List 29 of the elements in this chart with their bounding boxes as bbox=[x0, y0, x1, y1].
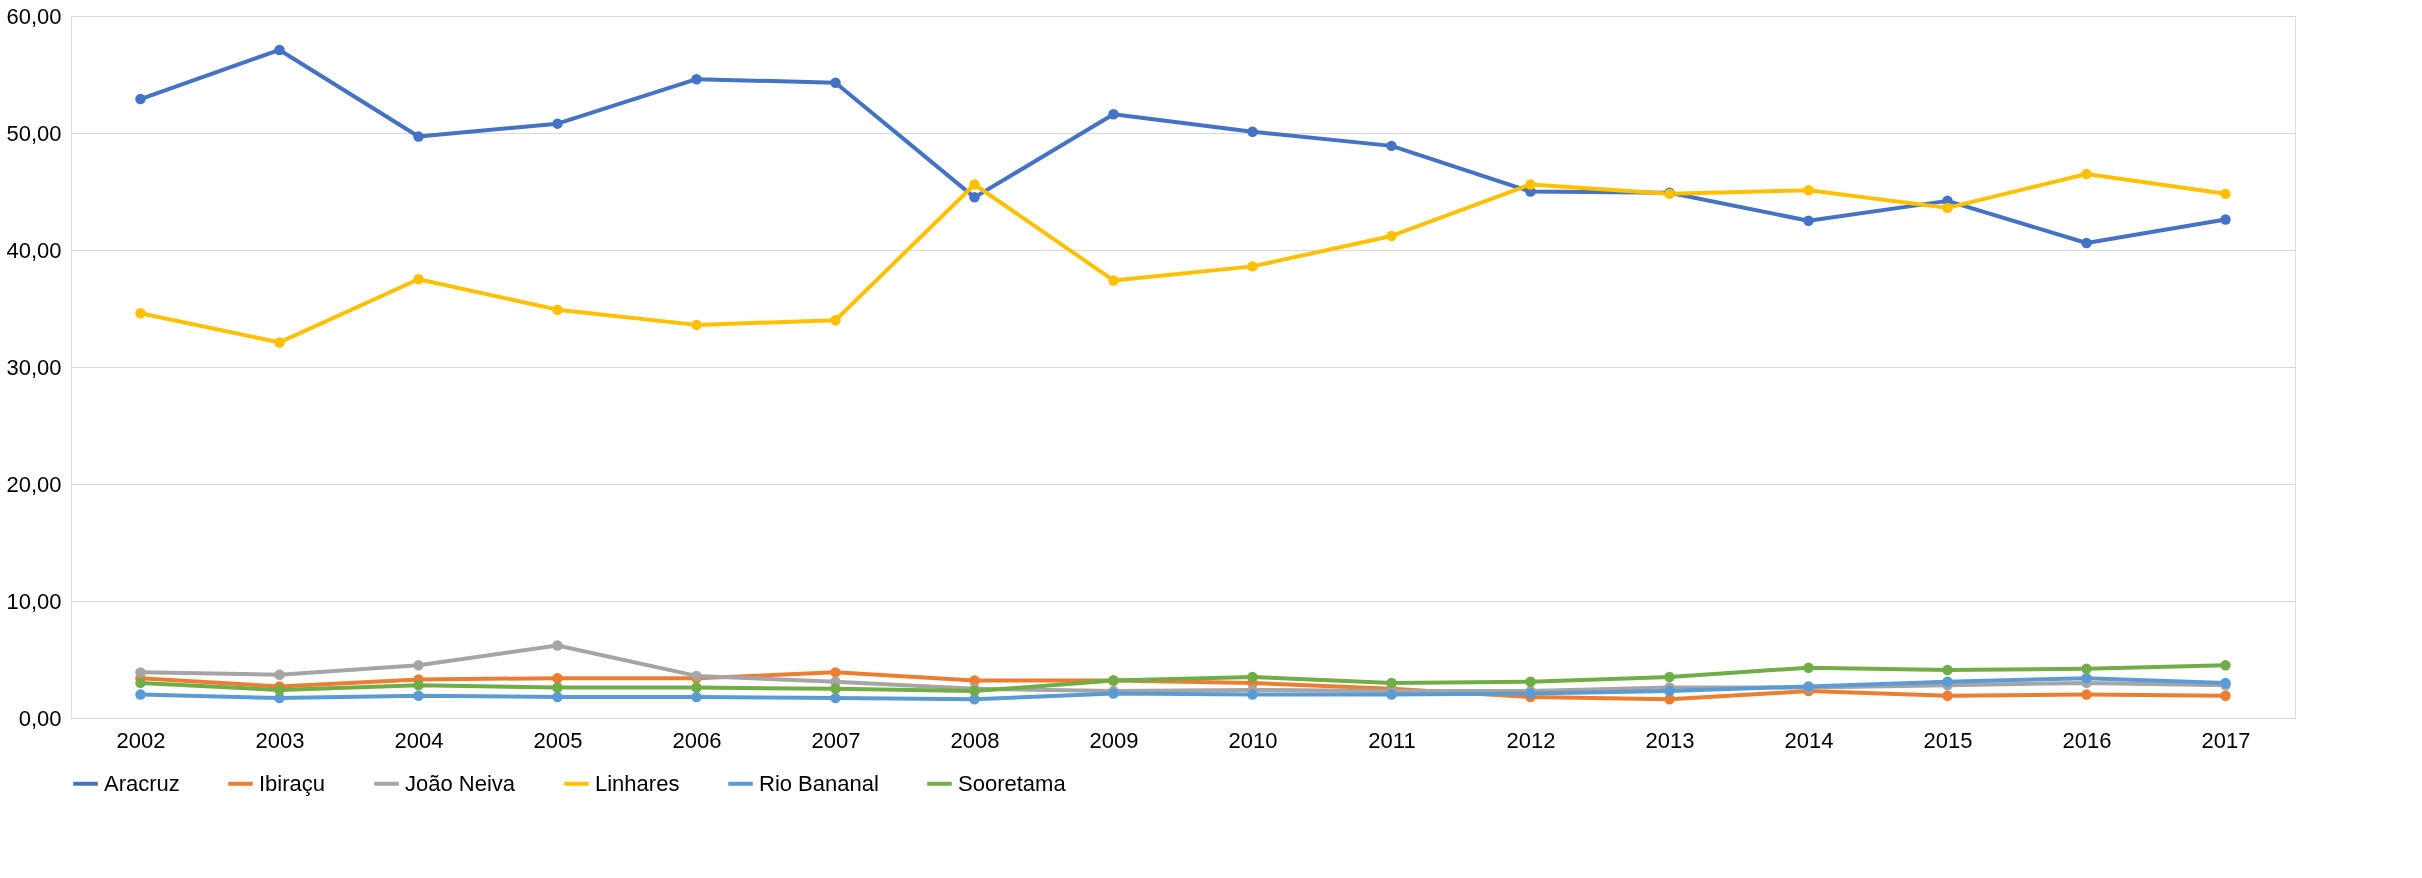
x-tick-label: 2005 bbox=[533, 727, 583, 753]
x-tick-label: 2016 bbox=[2062, 727, 2112, 753]
x-tick-label: 2017 bbox=[2201, 727, 2251, 753]
x-tick-label: 2002 bbox=[116, 727, 166, 753]
x-tick-label: 2012 bbox=[1506, 727, 1556, 753]
x-tick-label: 2014 bbox=[1784, 727, 1834, 753]
legend-label: Rio Bananal bbox=[759, 770, 879, 796]
y-tick-label: 30,00 bbox=[6, 354, 62, 380]
legend-label: João Neiva bbox=[405, 770, 516, 796]
x-tick-label: 2003 bbox=[255, 727, 305, 753]
y-tick-label: 0,00 bbox=[18, 705, 62, 731]
y-tick-label: 10,00 bbox=[6, 588, 62, 614]
x-tick-label: 2006 bbox=[672, 727, 722, 753]
y-tick-label: 20,00 bbox=[6, 471, 62, 497]
x-tick-label: 2013 bbox=[1645, 727, 1695, 753]
y-tick-label: 40,00 bbox=[6, 237, 62, 263]
legend-label: Linhares bbox=[595, 770, 680, 796]
legend-label: Ibiraçu bbox=[259, 770, 326, 796]
x-tick-label: 2009 bbox=[1089, 727, 1139, 753]
x-tick-label: 2008 bbox=[950, 727, 1000, 753]
x-tick-label: 2007 bbox=[811, 727, 861, 753]
y-tick-label: 60,00 bbox=[6, 3, 62, 29]
x-tick-label: 2011 bbox=[1368, 727, 1416, 753]
x-tick-label: 2010 bbox=[1228, 727, 1278, 753]
legend-label: Sooretama bbox=[958, 770, 1067, 796]
x-tick-label: 2015 bbox=[1923, 727, 1973, 753]
x-tick-label: 2004 bbox=[394, 727, 444, 753]
y-tick-label: 50,00 bbox=[6, 120, 62, 146]
legend-label: Aracruz bbox=[104, 770, 180, 796]
